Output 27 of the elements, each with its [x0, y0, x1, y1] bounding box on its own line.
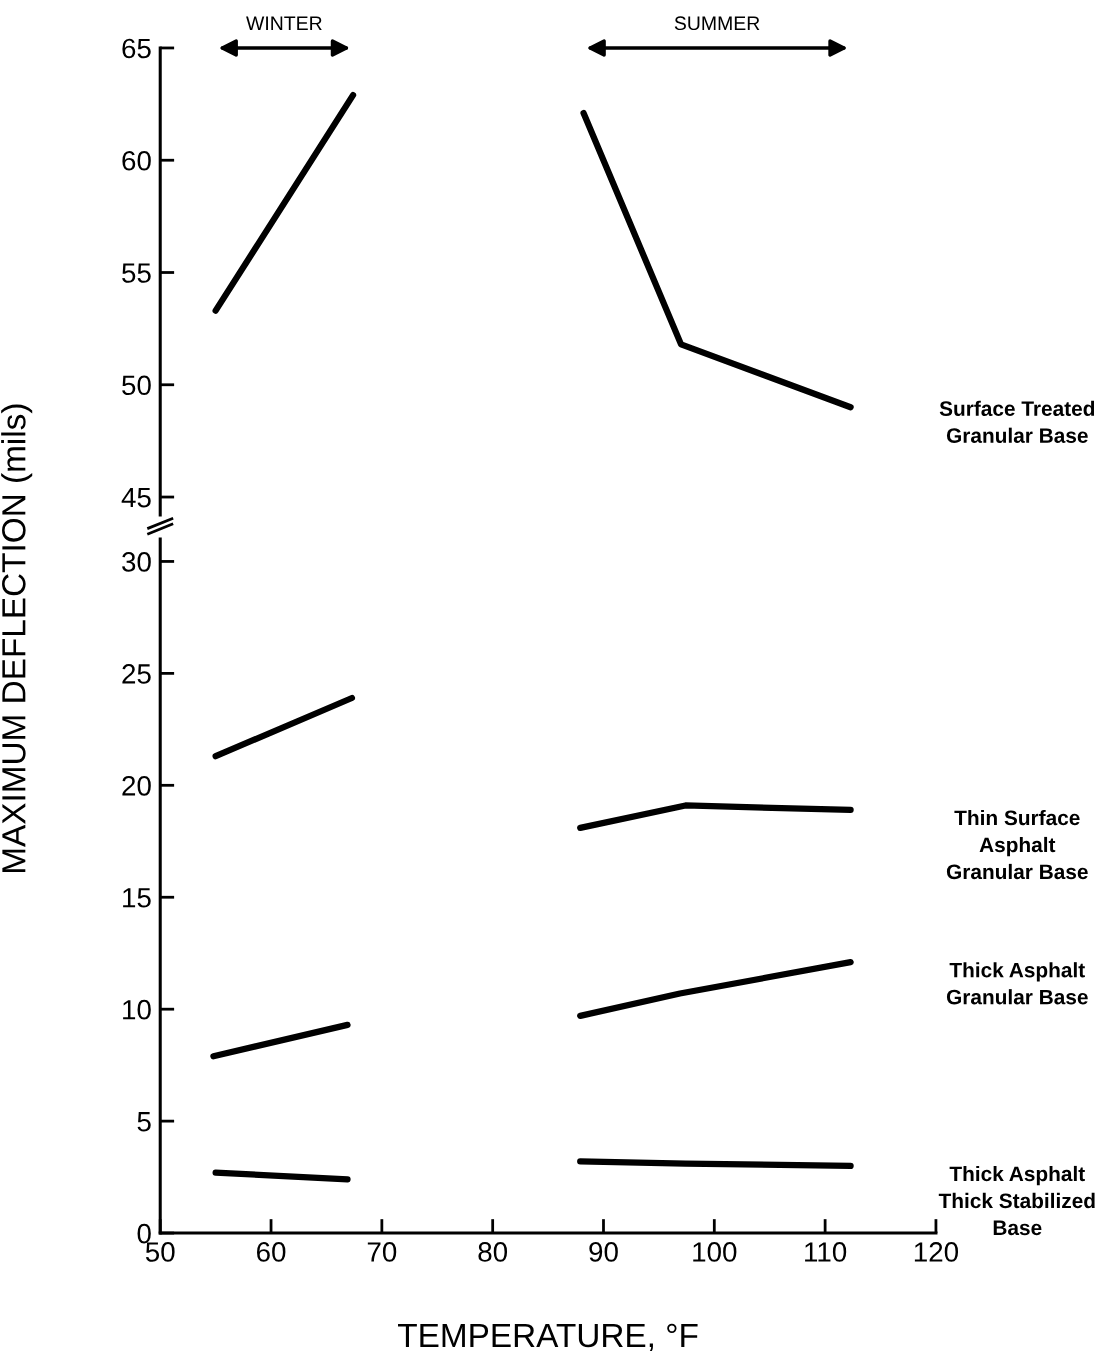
- x-tick-label: 110: [805, 1242, 847, 1262]
- y-tick-label: 25: [122, 664, 151, 684]
- y-tick-label: 55: [122, 263, 151, 283]
- y-tick-label: 20: [122, 775, 151, 796]
- text: Thin Surface Asphalt Granular Base: [946, 809, 1088, 880]
- x-tick-label: 70: [367, 1242, 397, 1262]
- y-axis-title: MAXIMUM DEFLECTION (mils): [1, 404, 33, 873]
- y-tick-label: 15: [123, 888, 151, 908]
- x-tick-label: 90: [589, 1242, 618, 1262]
- x-tick-label: 80: [478, 1242, 508, 1262]
- text: Thick Asphalt Thick Stabilized Base: [938, 1165, 1095, 1236]
- x-tick-label: 60: [257, 1242, 286, 1262]
- x-tick-label: 100: [693, 1242, 737, 1262]
- y-tick-label: 5: [137, 1112, 151, 1132]
- x-axis-title: TEMPERATURE, °F: [398, 1323, 698, 1351]
- y-tick-label: 65: [122, 38, 151, 59]
- text: SUMMER: [674, 16, 760, 31]
- x-tick-label: 120: [914, 1242, 959, 1262]
- y-tick-label: 45: [121, 487, 151, 508]
- y-tick-label: 10: [123, 999, 151, 1020]
- text: Surface Treated Granular Base: [939, 400, 1095, 443]
- text: WINTER: [246, 16, 322, 30]
- y-tick-label: 0: [137, 1223, 151, 1244]
- text: Thick Asphalt Granular Base: [946, 962, 1088, 1005]
- y-tick-label: 60: [122, 150, 151, 171]
- y-tick-label: 50: [122, 375, 151, 396]
- y-tick-label: 30: [122, 552, 151, 572]
